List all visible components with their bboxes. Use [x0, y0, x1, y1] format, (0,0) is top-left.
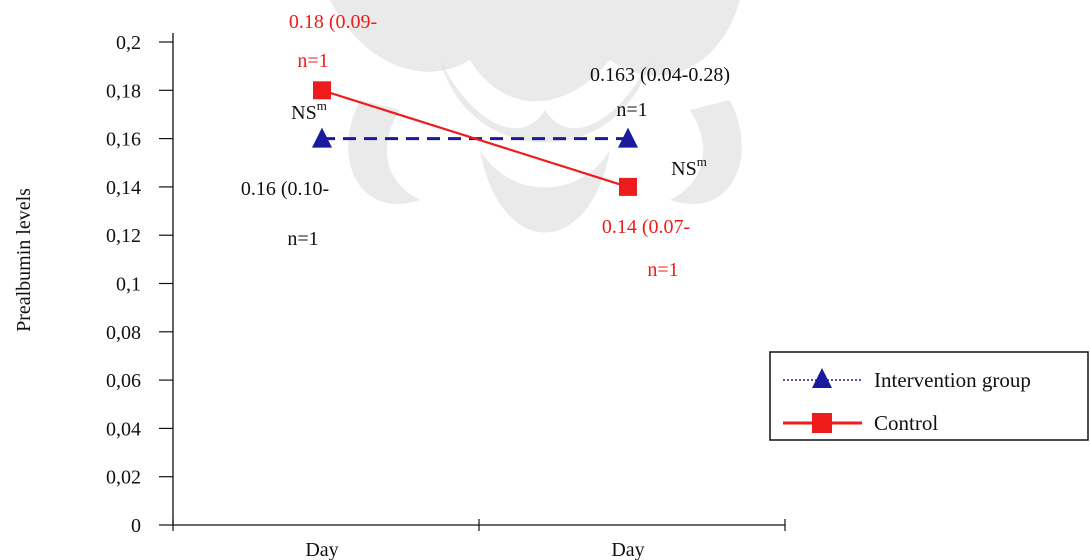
y-tick-label: 0,14: [106, 177, 141, 199]
annotation-superscript: m: [317, 98, 327, 113]
series-layer: [312, 81, 638, 196]
annotation-text: 0.14 (0.07-: [602, 216, 690, 238]
y-tick-label: 0,16: [106, 129, 141, 151]
y-tick-label: 0,04: [106, 418, 141, 440]
annotation-text: 0.163 (0.04-0.28): [590, 64, 730, 86]
y-tick-label: 0,1: [116, 274, 141, 296]
y-tick-label: 0,08: [106, 322, 141, 344]
annotation-ctrl-d2-n: n=1: [647, 259, 678, 281]
data-point-triangle: [312, 127, 332, 148]
legend-square-icon: [812, 413, 832, 433]
data-point-triangle: [618, 127, 638, 148]
data-point-square: [313, 81, 331, 100]
annotation-int-d2-value: 0.163 (0.04-0.28): [590, 64, 730, 86]
y-axis-ticks: 0 0,02 0,04 0,06 0,08 0,1 0,12 0,14 0,16 0,18 0,2: [106, 32, 173, 537]
y-tick-label: 0,02: [106, 467, 141, 489]
annotation-text: n=1: [616, 99, 647, 121]
annotation-int-d1-n: n=1: [287, 228, 318, 250]
legend-label-intervention: Intervention group: [874, 368, 1031, 392]
y-tick-label: 0,12: [106, 225, 141, 247]
y-tick-label: 0,2: [116, 32, 141, 54]
series-control: [313, 81, 637, 196]
y-tick-label: 0,18: [106, 80, 141, 102]
annotation-text: NS: [671, 158, 697, 180]
annotations: 0.18 (0.09- n=1 0.163 (0.04-0.28) n=1 0.16 (…: [241, 11, 730, 281]
annotation-text: 0.16 (0.10-: [241, 178, 329, 200]
legend-triangle-icon: [812, 368, 832, 388]
series-line: [321, 89, 629, 188]
y-axis-title: Prealbumin levels: [13, 188, 35, 332]
annotation-superscript: m: [697, 154, 707, 169]
x-tick-label: Day: [611, 539, 644, 560]
annotation-int-d2-n: n=1: [616, 99, 647, 121]
y-tick-label: 0: [131, 515, 141, 537]
background-watermark: [330, 0, 742, 233]
x-tick-label: Day: [305, 539, 338, 560]
annotation-int-d1-value: 0.16 (0.10-: [241, 178, 329, 200]
annotation-ns-day1: NSm: [291, 98, 327, 124]
annotation-ctrl-d2-value: 0.14 (0.07-: [602, 216, 690, 238]
annotation-ctrl-d1-value: 0.18 (0.09-: [289, 11, 377, 33]
data-point-square: [619, 177, 637, 196]
legend-item-control: Control: [783, 411, 938, 435]
annotation-text: n=1: [647, 259, 678, 281]
x-axis-ticks: Day Day: [172, 519, 786, 560]
annotation-ctrl-d1-n: n=1: [297, 50, 328, 72]
annotation-text: NS: [291, 102, 317, 124]
legend-item-intervention: Intervention group: [783, 368, 1031, 392]
y-tick-label: 0,06: [106, 370, 141, 392]
annotation-text: n=1: [287, 228, 318, 250]
annotation-text: n=1: [297, 50, 328, 72]
legend: Intervention group Control: [769, 351, 1089, 441]
annotation-ns-day2: NSm: [671, 154, 707, 180]
legend-label-control: Control: [874, 411, 938, 435]
annotation-text: 0.18 (0.09-: [289, 11, 377, 33]
